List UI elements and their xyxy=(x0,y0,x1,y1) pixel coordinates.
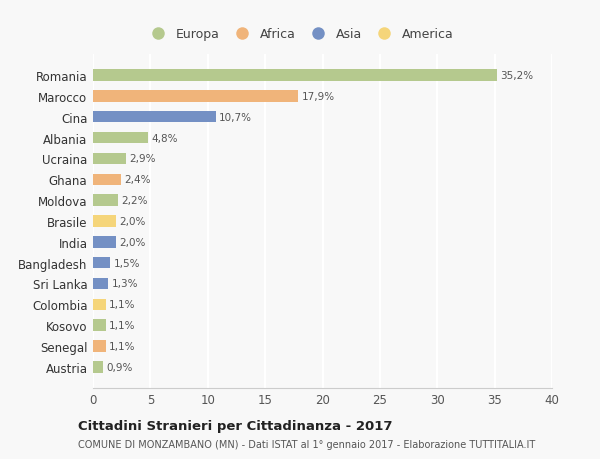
Text: 1,3%: 1,3% xyxy=(112,279,138,289)
Text: 0,9%: 0,9% xyxy=(107,362,133,372)
Text: 1,5%: 1,5% xyxy=(113,258,140,268)
Legend: Europa, Africa, Asia, America: Europa, Africa, Asia, America xyxy=(146,28,454,41)
Text: 4,8%: 4,8% xyxy=(152,133,178,143)
Bar xyxy=(93,112,216,123)
Bar xyxy=(93,91,298,102)
Bar xyxy=(93,320,106,331)
Text: 10,7%: 10,7% xyxy=(219,112,252,123)
Text: 2,4%: 2,4% xyxy=(124,175,151,185)
Bar xyxy=(93,257,110,269)
Bar xyxy=(93,341,106,352)
Bar xyxy=(93,174,121,185)
Bar xyxy=(93,299,106,310)
Bar xyxy=(93,236,116,248)
Bar xyxy=(93,361,103,373)
Text: 17,9%: 17,9% xyxy=(302,92,335,102)
Bar xyxy=(93,133,148,144)
Bar xyxy=(93,70,497,82)
Bar xyxy=(93,216,116,227)
Text: 2,0%: 2,0% xyxy=(119,237,146,247)
Text: 35,2%: 35,2% xyxy=(500,71,533,81)
Text: 1,1%: 1,1% xyxy=(109,320,136,330)
Bar xyxy=(93,195,118,207)
Text: 1,1%: 1,1% xyxy=(109,300,136,310)
Text: COMUNE DI MONZAMBANO (MN) - Dati ISTAT al 1° gennaio 2017 - Elaborazione TUTTITA: COMUNE DI MONZAMBANO (MN) - Dati ISTAT a… xyxy=(78,440,535,449)
Text: 2,2%: 2,2% xyxy=(122,196,148,206)
Bar xyxy=(93,153,126,165)
Text: 1,1%: 1,1% xyxy=(109,341,136,351)
Text: Cittadini Stranieri per Cittadinanza - 2017: Cittadini Stranieri per Cittadinanza - 2… xyxy=(78,419,392,432)
Bar xyxy=(93,278,108,290)
Text: 2,0%: 2,0% xyxy=(119,217,146,226)
Text: 2,9%: 2,9% xyxy=(130,154,156,164)
